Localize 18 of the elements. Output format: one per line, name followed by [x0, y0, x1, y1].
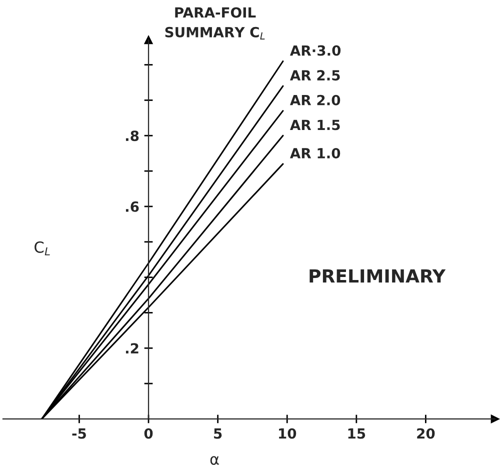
series-label: AR 1.5	[290, 120, 340, 130]
x-tick-label: 0	[144, 428, 153, 439]
x-tick-label: 20	[417, 428, 435, 439]
chart-title: PARA-FOIL SUMMARY C$_{L}$	[165, 7, 265, 40]
x-tick-label: -5	[72, 428, 86, 439]
series-label: AR 2.0	[290, 94, 340, 106]
y-tick-label: .2	[126, 343, 138, 354]
y-tick-label: .8	[126, 130, 139, 142]
annotation: PRELIMINARY	[310, 269, 446, 283]
x-tick-label: 15	[348, 428, 366, 439]
series-label: AR 2.5	[290, 70, 340, 81]
x-tick-label: 5	[214, 428, 222, 439]
series-label: AR·3.0	[290, 45, 341, 56]
x-axis-title: α	[210, 456, 219, 465]
y-axis-title: C$_{L}$	[34, 241, 50, 256]
x-tick-label: 10	[279, 428, 296, 439]
y-tick-label: .6	[126, 201, 139, 212]
series-label: AR 1.0	[290, 148, 340, 158]
